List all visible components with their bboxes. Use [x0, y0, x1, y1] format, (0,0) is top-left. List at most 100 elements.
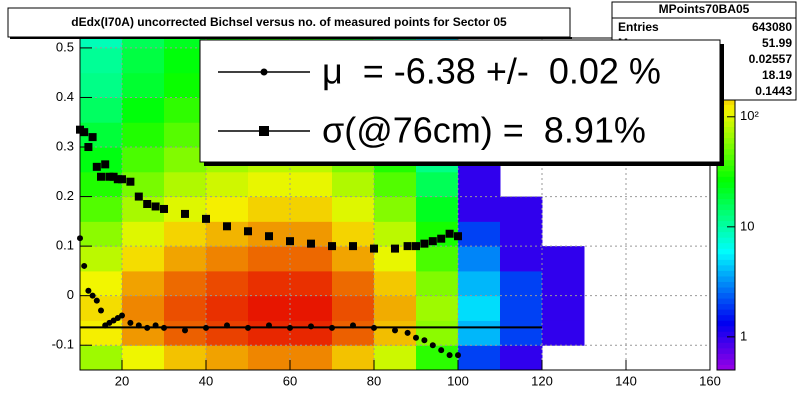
x-tick-label: 160: [699, 373, 721, 388]
legend-marker: [260, 68, 268, 76]
heat-cell: [542, 270, 585, 297]
point: [244, 227, 252, 236]
color-step: [717, 154, 735, 161]
heat-cell: [332, 246, 375, 272]
point: [109, 172, 118, 181]
y-tick-label: 0: [67, 287, 74, 302]
heat-cell: [374, 171, 417, 198]
x-tick-label: 40: [199, 373, 213, 388]
color-step: [717, 314, 735, 321]
point: [412, 242, 420, 251]
y-tick-label: 0.4: [56, 89, 74, 104]
heat-cell: [542, 295, 585, 321]
point: [119, 312, 125, 319]
heat-cell: [164, 72, 207, 98]
color-step: [717, 259, 735, 266]
point: [437, 234, 446, 243]
color-step: [717, 320, 735, 327]
heat-cell: [122, 97, 165, 123]
point: [350, 322, 356, 329]
point: [445, 229, 454, 238]
point: [224, 322, 230, 329]
point: [81, 262, 88, 269]
point: [429, 342, 436, 349]
legend-frame: [199, 39, 721, 163]
heat-cell: [458, 345, 501, 370]
heat-cell: [458, 295, 501, 321]
heat-cell: [122, 47, 165, 74]
color-step: [717, 198, 735, 205]
color-step: [717, 237, 735, 244]
point: [287, 324, 293, 331]
point: [144, 324, 151, 331]
z-tick-label: 10²: [740, 108, 759, 123]
color-step: [717, 176, 735, 183]
color-step: [717, 270, 735, 277]
point: [391, 244, 399, 253]
heat-cell: [122, 246, 165, 272]
heat-cell: [248, 345, 291, 370]
color-step: [717, 181, 735, 188]
point: [89, 292, 96, 299]
heat-cell: [500, 320, 543, 346]
heat-cell: [122, 270, 165, 297]
heat-cell: [332, 345, 375, 370]
point: [88, 133, 97, 142]
x-tick-label: 80: [367, 373, 381, 388]
heat-cell: [500, 246, 543, 272]
color-step: [717, 148, 735, 155]
heat-cell: [80, 97, 123, 123]
point: [105, 172, 114, 181]
heat-cell: [80, 38, 123, 49]
legend-label: σ(@76cm) = 8.91%: [322, 110, 646, 151]
point: [420, 239, 429, 248]
point: [85, 287, 92, 294]
heat-cell: [290, 196, 333, 222]
stats-value: 18.19: [762, 68, 792, 82]
point: [182, 327, 188, 334]
point: [127, 319, 134, 326]
heat-cell: [206, 270, 249, 297]
heat-cell: [290, 295, 333, 321]
point: [307, 239, 315, 248]
heat-cell: [164, 97, 207, 123]
point: [80, 128, 89, 137]
color-step: [717, 325, 735, 332]
color-step: [717, 215, 735, 222]
heat-cell: [164, 47, 207, 74]
heat-cell: [458, 320, 501, 346]
point: [413, 334, 419, 341]
heat-cell: [164, 270, 207, 297]
y-tick-label: 0.5: [56, 39, 74, 54]
heat-cell: [164, 122, 207, 148]
legend-label: μ = -6.38 +/- 0.02 %: [322, 51, 661, 92]
legend-marker: [259, 126, 269, 136]
color-step: [717, 347, 735, 354]
color-step: [717, 364, 735, 371]
heat-cell: [374, 295, 417, 321]
point: [266, 322, 272, 329]
heat-cell: [500, 221, 543, 247]
heat-cell: [122, 295, 165, 321]
heat-cell: [80, 196, 123, 222]
heat-cell: [458, 171, 501, 198]
point: [126, 177, 135, 186]
color-step: [717, 104, 735, 111]
point: [403, 242, 412, 251]
color-step: [717, 298, 735, 305]
heat-cell: [542, 320, 585, 346]
color-step: [717, 132, 735, 139]
point: [152, 322, 159, 329]
heat-cell: [416, 345, 459, 370]
heat-cell: [332, 295, 375, 321]
z-tick-label: 10: [740, 218, 754, 233]
color-step: [717, 209, 735, 216]
point: [308, 323, 314, 330]
heat-cell: [206, 196, 249, 222]
color-step: [717, 143, 735, 150]
x-tick-label: 120: [531, 373, 553, 388]
heat-cell: [164, 221, 207, 247]
heat-cell: [290, 270, 333, 297]
point: [370, 244, 378, 253]
heat-cell: [290, 171, 333, 198]
